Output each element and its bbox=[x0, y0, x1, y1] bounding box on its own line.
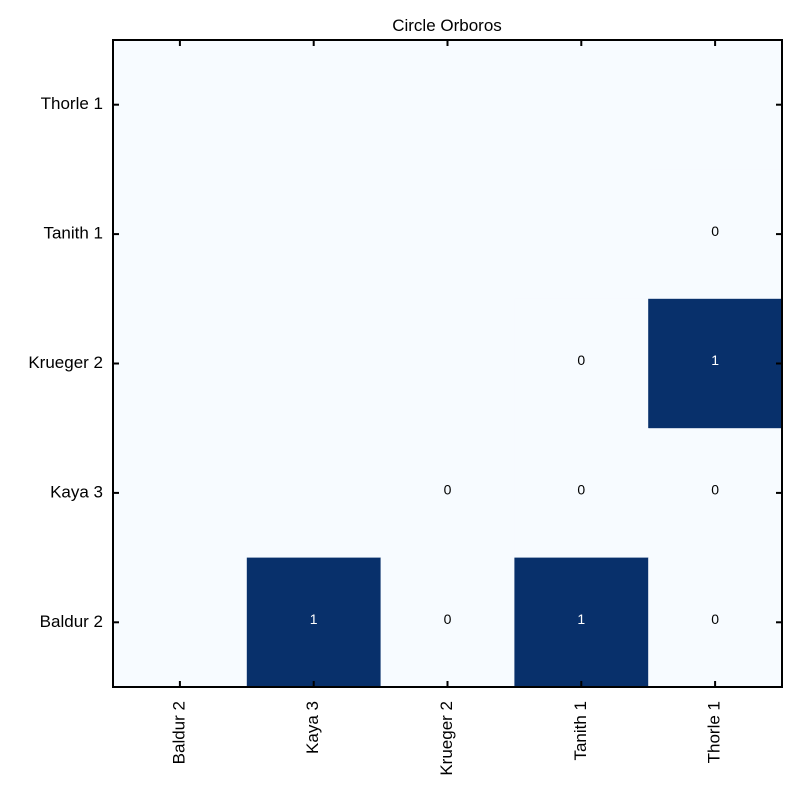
y-tick-label: Tanith 1 bbox=[43, 224, 103, 243]
cell-value-label: 1 bbox=[310, 611, 318, 627]
y-tick-label: Krueger 2 bbox=[28, 353, 103, 372]
y-tick-label: Baldur 2 bbox=[40, 612, 103, 631]
x-tick-label: Krueger 2 bbox=[437, 701, 456, 776]
cell-labels: 0 0 1 0 0 0 1 0 1 0 bbox=[310, 223, 719, 627]
cell-value-label: 0 bbox=[444, 482, 452, 498]
x-tick-label: Kaya 3 bbox=[303, 701, 322, 754]
y-axis-tick-labels: Thorle 1 Tanith 1 Krueger 2 Kaya 3 Baldur 2 bbox=[28, 94, 103, 631]
heatmap-cell bbox=[380, 428, 515, 559]
heatmap-cell bbox=[514, 298, 649, 429]
heatmap-cell bbox=[514, 557, 649, 688]
cell-value-label: 0 bbox=[444, 611, 452, 627]
y-tick-label: Thorle 1 bbox=[41, 94, 103, 113]
cell-value-label: 1 bbox=[577, 611, 585, 627]
heatmap-cell bbox=[648, 298, 783, 429]
cell-value-label: 0 bbox=[577, 482, 585, 498]
heatmap-cell bbox=[648, 557, 783, 688]
heatmap-cell bbox=[246, 557, 382, 688]
cell-value-label: 0 bbox=[711, 223, 719, 239]
cell-value-label: 0 bbox=[711, 611, 719, 627]
chart-title: Circle Orboros bbox=[392, 16, 502, 35]
heatmap-cells bbox=[113, 40, 783, 688]
axis-ticks bbox=[113, 40, 782, 687]
cell-value-label: 0 bbox=[711, 482, 719, 498]
heatmap-cell bbox=[648, 169, 783, 300]
y-tick-label: Kaya 3 bbox=[50, 482, 103, 501]
cell-value-label: 0 bbox=[577, 352, 585, 368]
x-tick-label: Baldur 2 bbox=[169, 701, 188, 764]
heatmap-cell bbox=[380, 557, 515, 688]
x-tick-label: Thorle 1 bbox=[705, 701, 724, 763]
heatmap-cell bbox=[648, 428, 783, 559]
x-tick-label: Tanith 1 bbox=[571, 701, 590, 761]
x-axis-tick-labels: Baldur 2 Kaya 3 Krueger 2 Tanith 1 Thorle 1 bbox=[169, 701, 723, 776]
heatmap-cell bbox=[514, 428, 649, 559]
cell-value-label: 1 bbox=[711, 352, 719, 368]
